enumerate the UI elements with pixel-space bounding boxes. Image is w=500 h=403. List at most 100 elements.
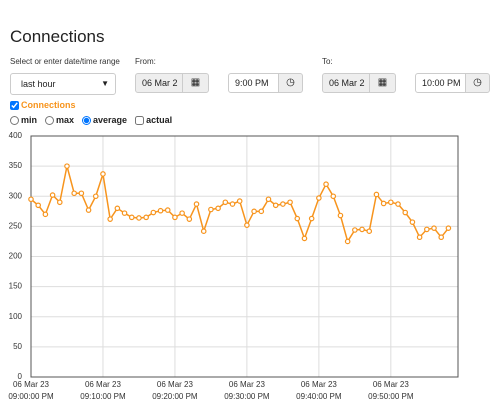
data-point (236, 198, 243, 204)
data-point (193, 201, 200, 207)
x-tick-label: 06 Mar 23 09:50:00 PM (368, 380, 414, 401)
range-label: Select or enter date/time range (10, 57, 120, 66)
range-select[interactable]: last hour ▼ (10, 73, 116, 95)
data-point (42, 211, 49, 218)
data-point (431, 225, 437, 231)
data-point (143, 214, 149, 221)
min-option[interactable]: min (10, 115, 37, 125)
data-point (373, 191, 380, 198)
data-point (416, 234, 423, 241)
series-checkbox[interactable] (10, 100, 19, 110)
data-point (424, 226, 430, 233)
data-point (438, 234, 445, 241)
to-calendar-button[interactable]: ▦ (369, 73, 396, 93)
data-point (301, 235, 308, 242)
data-point (402, 209, 409, 216)
x-tick-line: 09:00:00 PM (8, 392, 54, 401)
x-tick-line: 06 Mar 23 (13, 380, 50, 389)
data-point (150, 209, 157, 216)
data-point (71, 190, 77, 197)
x-tick-line: 06 Mar 23 (157, 380, 194, 389)
x-tick-line: 09:50:00 PM (368, 392, 414, 401)
y-tick-label: 400 (9, 131, 23, 140)
data-point (186, 216, 193, 222)
data-point (330, 193, 337, 200)
data-point (265, 196, 272, 203)
data-point (287, 199, 293, 206)
from-date[interactable]: 06 Mar 2 (135, 73, 183, 93)
data-point (136, 215, 142, 221)
from-clock-button[interactable]: ◷ (278, 73, 303, 93)
data-point (114, 205, 121, 212)
y-tick-label: 300 (9, 191, 23, 200)
data-point (344, 238, 351, 245)
actual-checkbox[interactable] (135, 115, 145, 125)
data-point (359, 226, 365, 233)
min-radio[interactable] (10, 115, 19, 125)
mode-options: min max average actual (10, 115, 172, 125)
max-option[interactable]: max (45, 115, 74, 125)
average-label: average (93, 115, 128, 125)
data-point (215, 205, 221, 212)
data-point (172, 214, 178, 221)
data-point (272, 202, 279, 209)
x-tick-label: 06 Mar 23 09:30:00 PM (224, 380, 270, 401)
data-point (56, 199, 63, 206)
actual-label: actual (146, 115, 173, 125)
data-point (128, 214, 135, 221)
data-point (157, 207, 164, 214)
data-point (107, 216, 113, 222)
y-tick-label: 0 (18, 372, 23, 381)
x-tick-line: 06 Mar 23 (373, 380, 410, 389)
data-point (49, 192, 56, 198)
data-point (222, 199, 229, 206)
x-tick-label: 06 Mar 23 09:10:00 PM (80, 380, 126, 401)
data-point (388, 199, 394, 206)
data-point (92, 193, 99, 200)
data-point (78, 190, 85, 197)
data-point (100, 171, 106, 177)
x-tick-line: 06 Mar 23 (85, 380, 122, 389)
data-point (35, 202, 41, 209)
data-point (294, 215, 301, 222)
y-tick-label: 50 (13, 342, 22, 351)
data-point (85, 207, 92, 213)
plot-border (30, 135, 459, 378)
data-point (64, 163, 70, 169)
from-calendar-button[interactable]: ▦ (182, 73, 209, 93)
data-point (308, 215, 315, 222)
y-tick-label: 150 (9, 282, 23, 291)
range-value: last hour (21, 79, 56, 89)
max-radio[interactable] (45, 115, 55, 125)
average-radio[interactable] (82, 115, 92, 125)
actual-option[interactable]: actual (135, 115, 172, 125)
data-point (244, 222, 250, 228)
data-point (229, 201, 236, 207)
y-tick-label: 100 (9, 312, 23, 321)
data-point (164, 207, 171, 213)
x-tick-label: 06 Mar 23 09:00:00 PM (8, 380, 54, 401)
x-tick-line: 09:40:00 PM (296, 392, 342, 401)
series-toggle[interactable]: Connections (10, 100, 76, 110)
legend-label: Connections (21, 100, 76, 110)
data-point (179, 210, 185, 216)
min-label: min (21, 115, 38, 125)
from-label: From: (135, 57, 156, 66)
page-title: Connections (10, 27, 105, 46)
data-point (121, 210, 128, 216)
max-label: max (56, 115, 75, 125)
data-point (208, 206, 214, 213)
data-point (258, 208, 265, 215)
data-point (280, 201, 286, 207)
data-point (380, 200, 387, 207)
average-option[interactable]: average (82, 115, 127, 125)
data-point (316, 195, 322, 201)
data-point (28, 196, 34, 203)
x-tick-line: 09:30:00 PM (224, 392, 270, 401)
data-point (323, 181, 329, 188)
x-tick-line: 09:20:00 PM (152, 392, 198, 401)
y-tick-label: 200 (9, 252, 23, 261)
to-clock-button[interactable]: ◷ (465, 73, 490, 93)
